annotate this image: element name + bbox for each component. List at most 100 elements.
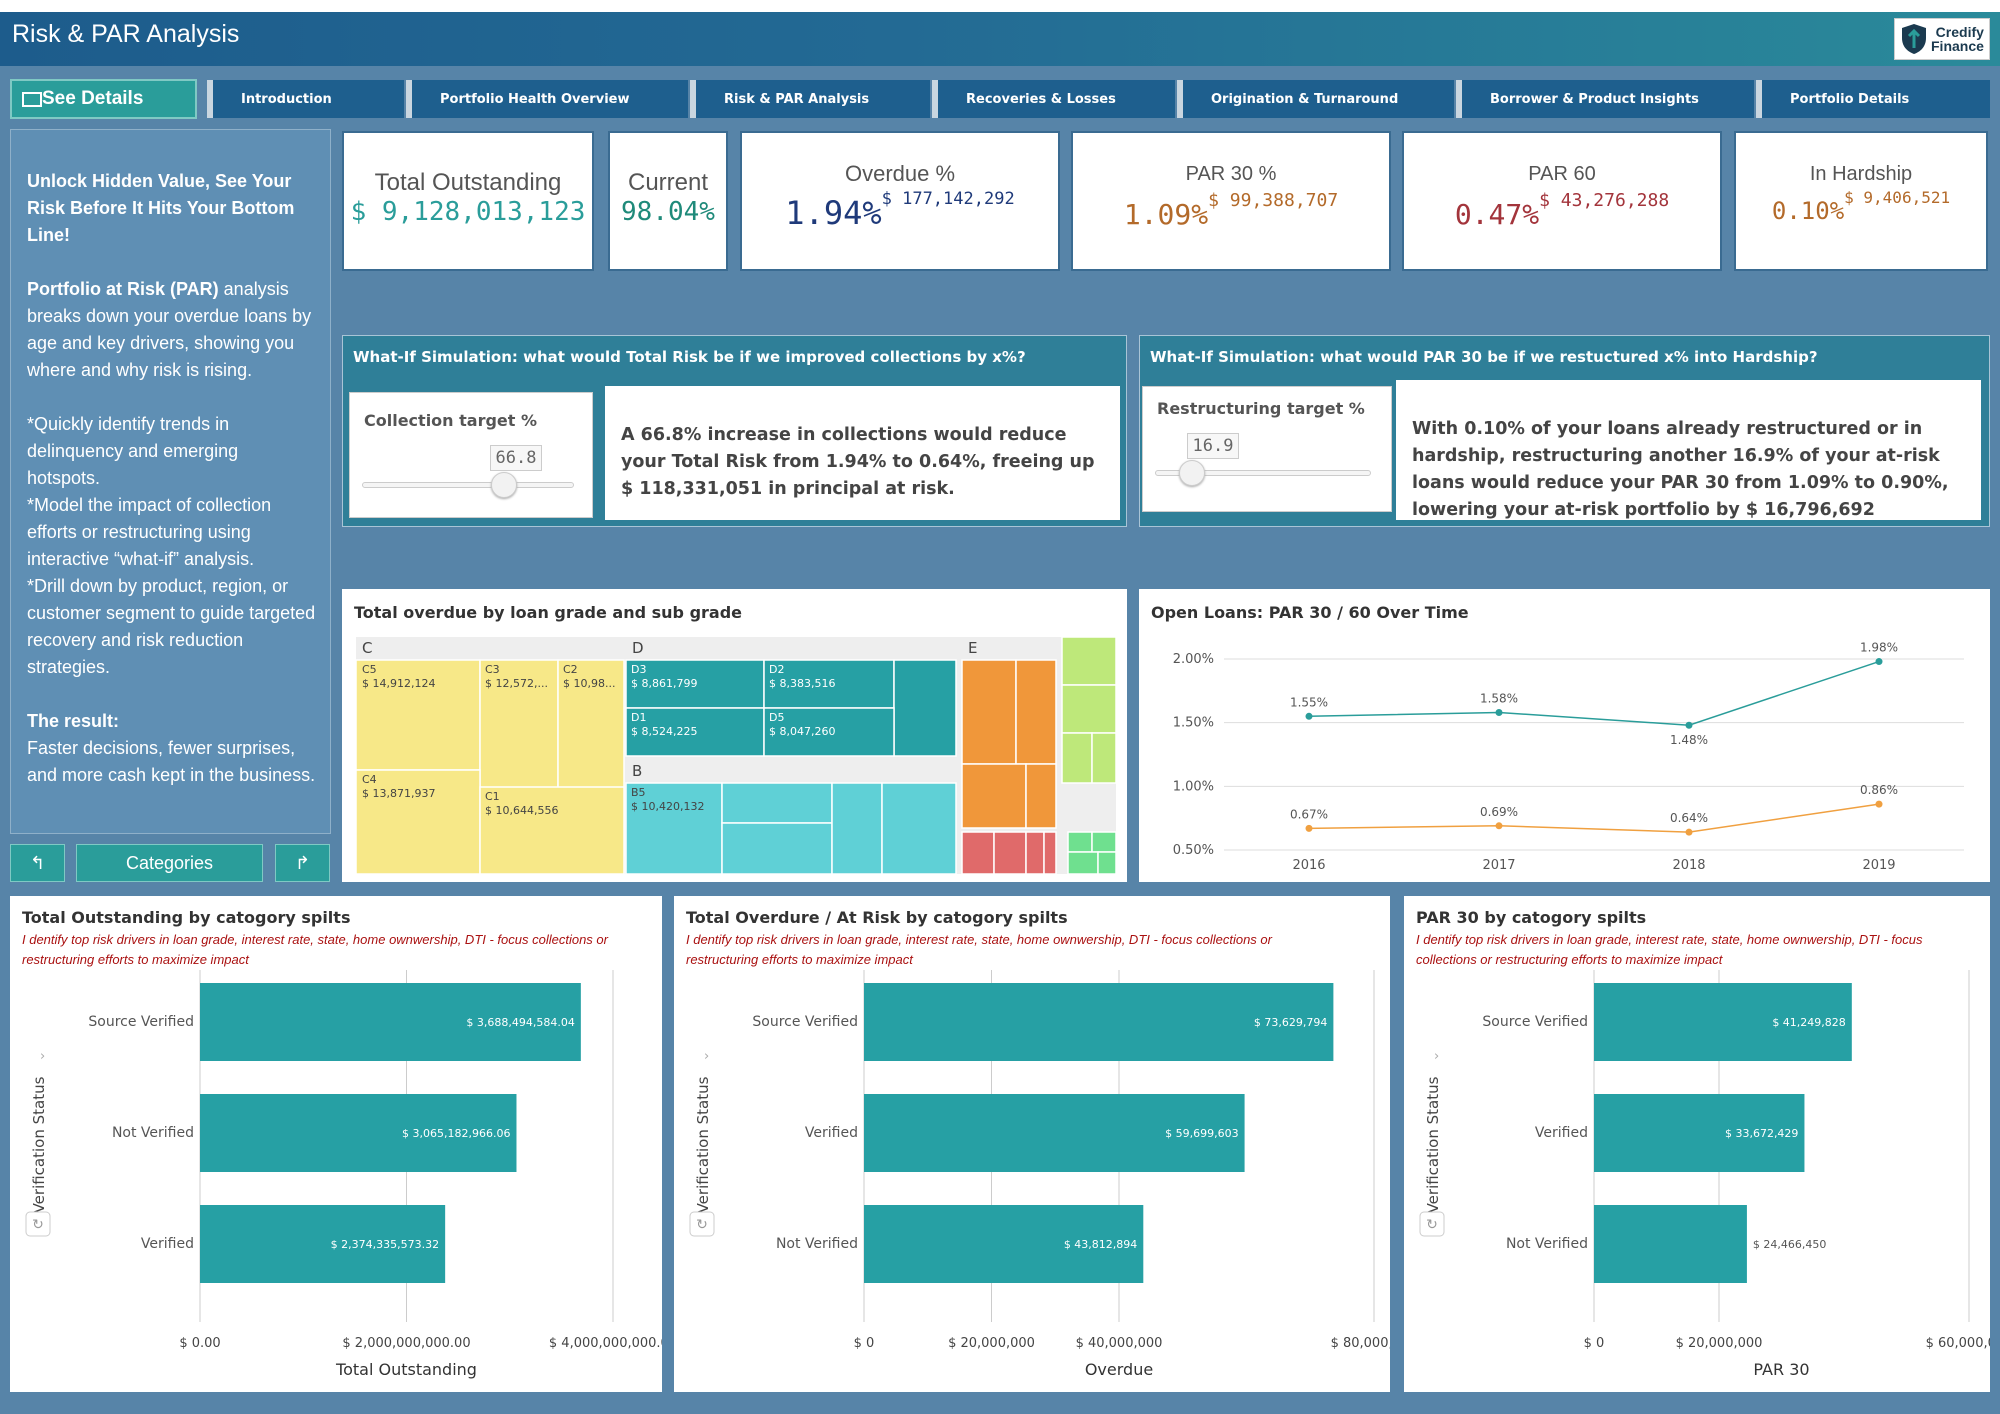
x-tick-label: $ 0.00 (179, 1336, 220, 1351)
kpi-value-row: 1.94%$ 177,142,292 (742, 189, 1058, 232)
refresh-icon-glyph: ↻ (32, 1217, 44, 1233)
data-label: 0.64% (1670, 811, 1708, 825)
restructuring-result-text: With 0.10% of your loans already restruc… (1412, 419, 1949, 520)
treemap-cell[interactable] (763, 707, 895, 757)
kpi-overdue: Overdue % 1.94%$ 177,142,292 (740, 131, 1060, 271)
x-tick-label: 2016 (1292, 858, 1325, 873)
treemap-cell[interactable] (1061, 684, 1116, 734)
app-title: Risk & PAR Analysis (12, 20, 240, 48)
treemap-cell[interactable] (1091, 831, 1116, 853)
treemap-cell[interactable] (1091, 732, 1116, 784)
data-label: 0.69% (1480, 805, 1518, 819)
collection-target-slider-handle[interactable] (490, 472, 517, 498)
bar-value-label: $ 43,812,894 (1064, 1238, 1137, 1251)
treemap-cell[interactable] (831, 782, 883, 874)
treemap-cell[interactable] (1061, 732, 1093, 784)
treemap-cell[interactable] (1015, 659, 1057, 765)
treemap-cell[interactable] (356, 659, 481, 771)
treemap-cell-value: $ 10,420,132 (631, 800, 704, 813)
data-point (1495, 708, 1503, 716)
company-logo: Credify Finance (1894, 18, 1990, 60)
collection-target-input[interactable]: 66.8 (490, 445, 542, 471)
bar-value-label: $ 73,629,794 (1254, 1016, 1327, 1029)
y-tick-label: 1.50% (1173, 716, 1214, 731)
treemap-cell-name: C1 (485, 790, 500, 803)
restructuring-target-slider-handle[interactable] (1178, 460, 1205, 486)
y-tick-label: 2.00% (1173, 652, 1214, 667)
x-tick-label: $ 4,000,000,000.00 (549, 1336, 662, 1351)
x-tick-label: $ 0 (854, 1336, 875, 1351)
treemap-cell-name: C3 (485, 663, 500, 676)
forward-button[interactable]: ↱ (275, 844, 330, 882)
collection-target-slider-track[interactable] (362, 482, 574, 488)
tab-risk-par-analysis[interactable]: Risk & PAR Analysis (690, 80, 930, 118)
bar-value-label: $ 41,249,828 (1772, 1016, 1845, 1029)
chevron-right-icon: › (704, 1049, 709, 1064)
tab-portfolio-health-overview[interactable]: Portfolio Health Overview (406, 80, 688, 118)
par-over-time-panel: Open Loans: PAR 30 / 60 Over Time 2.00% 1… (1139, 589, 1990, 882)
see-details-button[interactable]: See Details (10, 79, 197, 119)
treemap-cell-name: D5 (769, 711, 784, 724)
intro-result-label: The result: (27, 711, 120, 731)
restructuring-target-slider-track[interactable] (1155, 470, 1371, 476)
treemap-cell[interactable] (961, 659, 1017, 765)
treemap-cell-value: $ 8,047,260 (769, 725, 835, 738)
treemap-cell[interactable] (1025, 763, 1057, 829)
treemap-group-label: E (968, 639, 977, 657)
treemap-title: Total overdue by loan grade and sub grad… (354, 603, 743, 622)
treemap-cell[interactable] (721, 822, 833, 874)
treemap-cell[interactable] (1043, 831, 1057, 874)
treemap-cell[interactable] (1061, 637, 1116, 686)
bar (200, 1094, 517, 1172)
back-button[interactable]: ↰ (10, 844, 65, 882)
kpi-par30: PAR 30 % 1.09%$ 99,388,707 (1071, 131, 1391, 271)
bar (864, 983, 1334, 1061)
category-label: Not Verified (776, 1236, 858, 1252)
kpi-label: PAR 30 % (1185, 163, 1277, 185)
treemap-cell[interactable] (961, 763, 1027, 829)
treemap-cell-name: C4 (362, 773, 377, 786)
bar-value-label: $ 59,699,603 (1165, 1127, 1238, 1140)
treemap-cell[interactable] (721, 782, 833, 824)
logo-text: Credify Finance (1931, 24, 1984, 54)
treemap-cell[interactable] (1097, 851, 1116, 874)
category-label: Verified (1535, 1125, 1588, 1141)
bar-chart-subtitle: I dentify top risk drivers in loan grade… (22, 932, 608, 967)
categories-button[interactable]: Categories (76, 844, 263, 882)
kpi-value-row: 0.47%$ 43,276,288 (1404, 190, 1720, 231)
tab-recoveries-losses[interactable]: Recoveries & Losses (932, 80, 1175, 118)
treemap-cell[interactable] (479, 786, 625, 874)
kpi-percent: 0.10% (1771, 197, 1845, 225)
tab-borrower-product-insights[interactable]: Borrower & Product Insights (1456, 80, 1754, 118)
bar (1594, 1205, 1747, 1283)
overdue-bar-chart: $ 0 $ 20,000,000 $ 40,000,000 $ 80,000,000 O… (689, 970, 1390, 1379)
restructuring-target-input[interactable]: 16.9 (1187, 433, 1239, 459)
treemap-cell[interactable] (961, 831, 995, 874)
shield-logo-icon (1902, 24, 1926, 54)
chevron-right-icon: › (1434, 1049, 1439, 1064)
collection-result-card: A 66.8% increase in collections would re… (605, 386, 1120, 520)
treemap-cell-name: C5 (362, 663, 377, 676)
kpi-value-row: 1.09%$ 99,388,707 (1073, 190, 1389, 231)
treemap-cell[interactable] (1067, 851, 1099, 874)
treemap-cell[interactable] (893, 659, 957, 757)
title-bar: Risk & PAR Analysis Credify Finance (0, 12, 2000, 66)
y-axis-title: Verification Status (694, 1076, 712, 1213)
category-label: Source Verified (752, 1014, 858, 1030)
treemap-cell[interactable] (625, 707, 765, 757)
bar-value-label: $ 33,672,429 (1725, 1127, 1798, 1140)
bar (864, 1205, 1144, 1283)
treemap-cell[interactable] (1025, 831, 1045, 874)
bar (200, 983, 581, 1061)
treemap-cell[interactable] (881, 782, 957, 874)
treemap-cell[interactable] (1067, 831, 1093, 853)
sim-title: What-If Simulation: what would PAR 30 be… (1150, 348, 1818, 366)
treemap-cell[interactable] (625, 782, 723, 874)
tab-portfolio-details[interactable]: Portfolio Details (1756, 80, 1990, 118)
tab-origination-turnaround[interactable]: Origination & Turnaround (1177, 80, 1454, 118)
data-label: 0.67% (1290, 807, 1328, 821)
tab-introduction[interactable]: Introduction (207, 80, 404, 118)
intro-result-text: Faster decisions, fewer surprises, and m… (27, 738, 316, 785)
category-label: Not Verified (112, 1125, 194, 1141)
treemap-cell[interactable] (993, 831, 1027, 874)
